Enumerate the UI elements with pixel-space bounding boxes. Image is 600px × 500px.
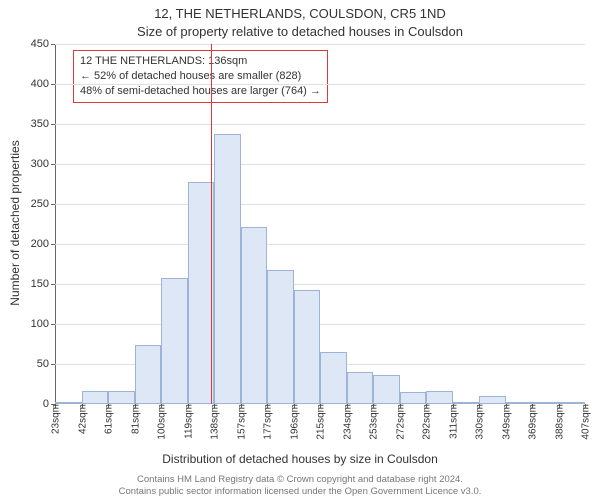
x-tick-label: 42sqm [75,404,88,434]
x-tick-label: 157sqm [234,404,247,440]
histogram-bar [82,391,109,404]
x-tick-label: 369sqm [526,404,539,440]
y-tick-label: 450 [31,38,55,50]
x-tick-label: 234sqm [340,404,353,440]
histogram-bar [373,375,400,404]
footer-attribution: Contains HM Land Registry data © Crown c… [0,474,600,497]
grid-line [55,324,585,325]
page-subtitle: Size of property relative to detached ho… [0,24,600,39]
histogram-bar [320,352,347,404]
histogram-bar [479,396,506,404]
x-tick-label: 388sqm [552,404,565,440]
x-tick-label: 272sqm [393,404,406,440]
annotation-line: 12 THE NETHERLANDS: 136sqm [80,54,321,69]
histogram-bar [294,290,321,404]
y-tick-label: 300 [31,158,55,170]
annotation-line: 48% of semi-detached houses are larger (… [80,84,321,99]
histogram-bar [426,391,453,404]
x-tick-label: 311sqm [446,404,459,439]
histogram-bar [214,134,241,404]
y-axis-label: Number of detached properties [8,58,22,223]
annotation-box: 12 THE NETHERLANDS: 136sqm ← 52% of deta… [73,50,328,103]
x-tick-label: 196sqm [287,404,300,440]
histogram-chart: 12 THE NETHERLANDS: 136sqm ← 52% of deta… [55,44,585,404]
histogram-bar [241,227,268,404]
x-tick-label: 61sqm [102,404,115,434]
x-tick-label: 23sqm [49,404,62,434]
x-tick-label: 119sqm [181,404,194,439]
histogram-bar [347,372,374,404]
y-tick-label: 50 [37,358,55,370]
grid-line [55,164,585,165]
x-tick-label: 349sqm [499,404,512,440]
annotation-line: ← 52% of detached houses are smaller (82… [80,69,321,84]
x-tick-label: 100sqm [155,404,168,440]
x-tick-label: 407sqm [579,404,592,440]
y-tick-label: 350 [31,118,55,130]
grid-line [55,244,585,245]
y-tick-label: 150 [31,278,55,290]
x-tick-label: 215sqm [314,404,327,440]
x-tick-label: 138sqm [208,404,221,440]
grid-line [55,124,585,125]
y-tick-label: 400 [31,78,55,90]
y-axis-line [55,44,56,404]
histogram-bar [108,391,135,404]
histogram-bar [400,392,427,404]
grid-line [55,84,585,85]
x-tick-label: 81sqm [128,404,141,434]
y-tick-label: 250 [31,198,55,210]
x-tick-label: 292sqm [420,404,433,440]
grid-line [55,284,585,285]
x-axis-label: Distribution of detached houses by size … [0,452,600,466]
x-tick-label: 253sqm [367,404,380,440]
y-tick-label: 200 [31,238,55,250]
page-title-address: 12, THE NETHERLANDS, COULSDON, CR5 1ND [0,6,600,21]
histogram-bar [161,278,188,404]
x-tick-label: 177sqm [261,404,274,440]
histogram-bar [267,270,294,404]
histogram-bar [135,345,162,404]
x-tick-label: 330sqm [473,404,486,440]
y-tick-label: 100 [31,318,55,330]
grid-line [55,44,585,45]
grid-line [55,204,585,205]
marker-line [211,44,212,404]
